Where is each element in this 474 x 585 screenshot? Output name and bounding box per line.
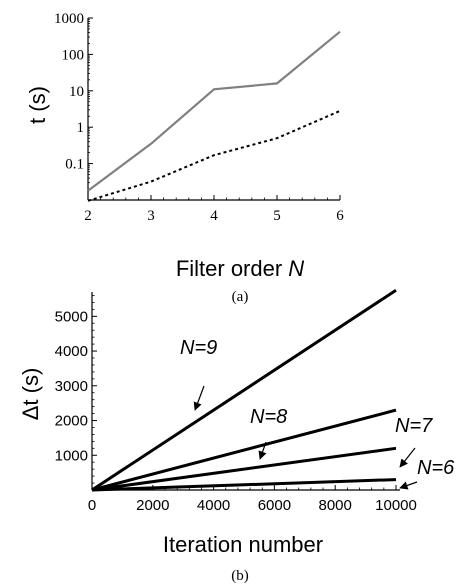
chart-b-xlabel: Iteration number <box>163 532 323 557</box>
chart-b-series-n7 <box>91 446 397 492</box>
chart-b-y-tick-label: 4000 <box>55 343 88 360</box>
chart-b-annotation-n7: N=7 <box>395 415 433 437</box>
chart-a-series-solid <box>87 30 341 192</box>
chart-b-series-n8 <box>91 408 397 492</box>
chart-a-xlabel-var: N <box>288 256 304 281</box>
chart-b-annotation-arrow <box>399 481 418 490</box>
chart-a-y-tick-label: 1000 <box>54 11 84 27</box>
chart-a-ticks: 0.1 1 10 100 1000 2 3 4 5 6 <box>54 11 344 224</box>
chart-a-x-tick-label: 5 <box>273 208 281 224</box>
chart-a-x-tick-label: 6 <box>336 208 344 224</box>
chart-a-xlabel-text: Filter order <box>176 256 288 281</box>
chart-b-caption: (b) <box>231 568 249 584</box>
chart-b-y-tick-label: 2000 <box>55 413 88 430</box>
chart-a-caption: (a) <box>232 289 249 305</box>
chart-b: 1000 2000 3000 4000 5000 0 2000 4000 6000 8000 100… <box>18 289 455 584</box>
chart-b-x-tick-label: 0 <box>88 497 96 514</box>
chart-a-x-tick-label: 2 <box>84 208 92 224</box>
chart-a-xlabel: Filter order N <box>176 256 304 281</box>
chart-b-ticks: 1000 2000 3000 4000 5000 0 2000 4000 6000 8000 100… <box>55 295 417 514</box>
chart-b-x-tick-label: 8000 <box>319 497 352 514</box>
chart-b-ylabel: Δt (s) <box>18 368 43 421</box>
chart-b-series <box>91 289 397 492</box>
chart-b-y-tick-label: 1000 <box>55 447 88 464</box>
chart-a-axes <box>87 18 340 201</box>
chart-b-annotation-arrow <box>258 441 267 460</box>
chart-b-x-tick-label: 10000 <box>375 497 417 514</box>
chart-a-series-dashed <box>87 109 341 202</box>
chart-b-x-tick-label: 6000 <box>258 497 291 514</box>
chart-b-annotation-n8: N=8 <box>250 406 287 428</box>
chart-b-annotations: N=9 N=8 N=7 N=6 <box>180 337 455 490</box>
chart-b-x-tick-label: 4000 <box>197 497 230 514</box>
chart-b-axes <box>91 292 400 491</box>
chart-a-y-tick-label: 100 <box>62 47 85 63</box>
chart-a-x-tick-label: 3 <box>147 208 155 224</box>
chart-a-y-tick-label: 1 <box>77 120 85 136</box>
chart-a-ylabel: t (s) <box>25 86 50 124</box>
chart-b-annotation-arrow <box>399 447 416 468</box>
chart-b-annotation-arrow <box>193 385 205 411</box>
chart-b-y-tick-label: 3000 <box>55 378 88 395</box>
chart-b-annotation-n9: N=9 <box>180 337 217 359</box>
chart-a-x-tick-label: 4 <box>210 208 218 224</box>
chart-b-series-n9 <box>91 289 397 492</box>
chart-a-y-tick-label: 0.1 <box>65 157 84 173</box>
chart-b-annotation-n6: N=6 <box>417 457 455 479</box>
chart-b-y-tick-label: 5000 <box>55 308 88 325</box>
chart-b-series-n6 <box>91 478 397 492</box>
chart-a-series <box>87 30 341 202</box>
chart-b-x-tick-label: 2000 <box>136 497 169 514</box>
chart-a-y-tick-label: 10 <box>69 84 84 100</box>
